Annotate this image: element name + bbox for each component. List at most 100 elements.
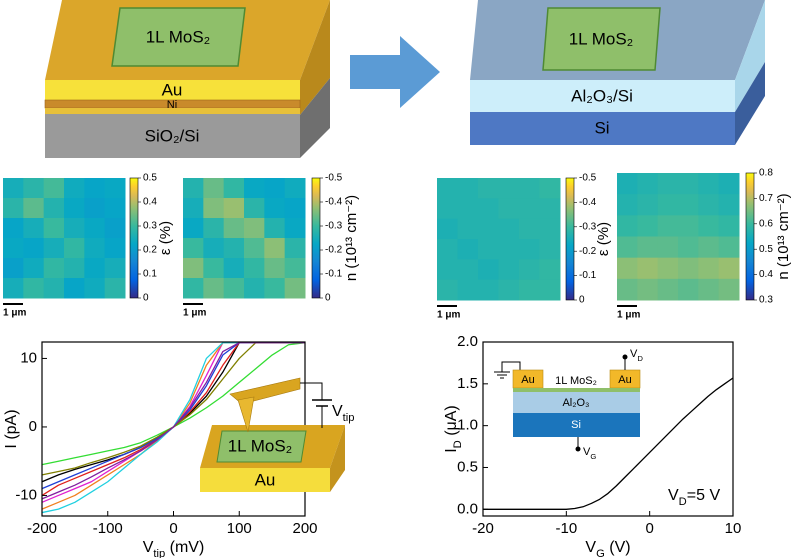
heatmap-cell [3, 278, 24, 299]
heatmap-cell [718, 257, 740, 280]
heatmap [183, 178, 306, 299]
scale-bar-label: 1 μm [183, 308, 206, 319]
text-part: V [583, 446, 591, 458]
colorbar-tick-label: 0.5 [143, 173, 157, 184]
bias-label: Vtip [332, 403, 355, 424]
heatmap-cell [437, 218, 458, 240]
colorbar-tick-label: -0.2 [325, 245, 343, 256]
heatmap-cell [617, 194, 638, 216]
text-part: (μA) [443, 405, 460, 440]
heatmap-cell [457, 218, 479, 240]
colorbar-tick-label: 0.1 [143, 269, 157, 280]
heatmap-cell [3, 218, 24, 239]
layer-label: Al₂O₃/Si [571, 86, 633, 105]
heatmap-cell [183, 238, 204, 259]
series-line [483, 377, 734, 510]
heatmap-cell [284, 218, 306, 239]
colorbar-label: ε (%) [157, 221, 174, 255]
al2o3-layer [513, 392, 640, 413]
heatmap-cell [539, 279, 561, 301]
heatmap-cell [657, 257, 679, 280]
tip [237, 396, 255, 433]
heatmap-cell [223, 198, 245, 219]
heatmap-cell [183, 278, 204, 299]
heatmap-cell [457, 239, 479, 260]
heatmap-cell [183, 218, 204, 239]
colorbar [129, 177, 139, 299]
y-tick-label: -10 [15, 486, 37, 503]
heatmap-cell [657, 194, 679, 216]
text-part: V [332, 403, 343, 420]
heatmap-cell [519, 178, 540, 199]
x-tick-label: 0 [169, 520, 177, 537]
heatmap-cell [617, 236, 638, 259]
y-tick-label: 0.5 [457, 458, 478, 475]
heatmap-cell [264, 258, 286, 279]
heatmap [437, 178, 561, 301]
heatmap-cell [264, 278, 286, 299]
heatmap-cell [498, 239, 520, 260]
heatmap-cell [244, 238, 265, 259]
heatmap-cell [678, 257, 699, 280]
heatmap-cell [203, 198, 225, 219]
probe [575, 446, 581, 452]
scale-bar-label: 1 μm [3, 308, 26, 319]
heatmap-cell [84, 178, 106, 199]
colorbar-label: n (10¹³ cm⁻²) [343, 195, 360, 281]
heatmap-cell [698, 194, 720, 216]
heatmap-cell [284, 258, 306, 279]
heatmap-cell [478, 198, 499, 220]
au-side-face [300, 0, 330, 115]
text-part: G [590, 452, 596, 461]
text-part: D [637, 354, 643, 363]
heatmap-cell [498, 279, 520, 301]
heatmap-cell [637, 194, 659, 216]
heatmap-cell [3, 178, 24, 199]
x-tick-label: 0 [645, 520, 653, 537]
au-label: Au [255, 470, 276, 489]
heatmap-cell [657, 215, 679, 237]
colorbar-tick-label: -0.3 [579, 221, 597, 232]
y-tick-label: 2.0 [457, 333, 478, 350]
colorbar-tick-label: 0.8 [759, 168, 773, 179]
heatmap-cell [657, 278, 679, 301]
heatmap-cell [64, 278, 85, 299]
heatmap-cell [64, 198, 85, 219]
heatmap-cell [718, 236, 740, 259]
au-front [200, 468, 330, 492]
text-part: D [679, 496, 687, 508]
heatmap-cell [23, 178, 45, 199]
heatmap-cell [264, 238, 286, 259]
heatmap-cell [84, 218, 106, 239]
heatmap-cell [617, 257, 638, 280]
heatmap-cell [203, 178, 225, 199]
au-layer [45, 80, 300, 100]
heatmap-cell [3, 238, 24, 259]
colorbar-tick-label: 0 [579, 295, 585, 306]
device-inset: Au 1L MoS₂ Au Al₂O₃ Si VD VG [494, 348, 643, 461]
heatmap-cell [64, 238, 85, 259]
heatmap-cell [539, 178, 561, 199]
colorbar-tick-label: -0.4 [579, 197, 597, 208]
heatmap-cell [203, 238, 225, 259]
heatmap-cell [457, 259, 479, 281]
heatmap-cell [264, 178, 286, 199]
x-tick-label: 200 [292, 520, 317, 537]
heatmap-cell [519, 239, 540, 260]
heatmap-cell [223, 238, 245, 259]
heatmap [3, 178, 126, 299]
colorbar-tick-label: 0 [143, 293, 149, 304]
colorbar-tick-label: 0.2 [143, 245, 157, 256]
heatmap-cell [637, 215, 659, 237]
text-part: tip [153, 548, 165, 558]
heatmap-cell [23, 198, 45, 219]
heatmap-cell [539, 239, 561, 260]
text-part: (mV) [165, 539, 204, 556]
heatmap-cell [64, 178, 85, 199]
heatmap-cell [498, 259, 520, 281]
colorbar-tick-label: 0 [325, 293, 331, 304]
si-layer [470, 112, 735, 145]
heatmap-cell [637, 173, 659, 195]
colorbar-tick-label: 0.5 [759, 244, 773, 255]
flake [216, 430, 307, 463]
